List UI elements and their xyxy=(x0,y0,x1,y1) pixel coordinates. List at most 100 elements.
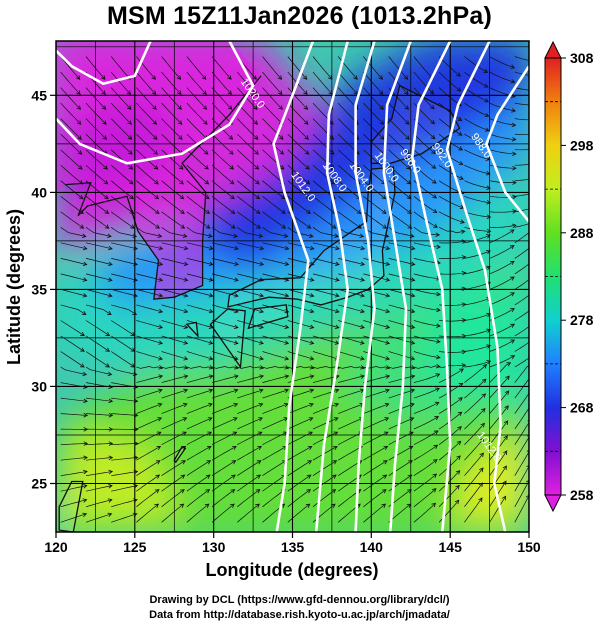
streamline xyxy=(312,320,339,329)
streamline xyxy=(110,133,133,155)
streamline-arrowhead xyxy=(510,276,515,281)
streamline-arrowhead xyxy=(306,209,311,215)
streamline-arrowhead xyxy=(410,261,416,266)
streamline xyxy=(312,403,339,414)
streamline-arrowhead xyxy=(534,241,538,245)
streamline-arrowhead xyxy=(431,164,437,169)
streamline xyxy=(337,180,361,199)
streamline xyxy=(413,402,439,414)
streamline-arrowhead xyxy=(357,224,362,229)
streamline xyxy=(262,289,289,297)
streamline xyxy=(237,133,259,155)
streamline xyxy=(514,326,529,337)
streamline-arrowhead xyxy=(305,165,310,170)
colorbar-tick-label: 288 xyxy=(570,225,594,241)
streamline xyxy=(363,335,390,344)
streamline xyxy=(85,304,112,315)
streamline-arrowhead xyxy=(76,105,82,110)
streamline-arrowhead xyxy=(359,233,365,238)
streamline-arrowhead xyxy=(83,441,89,446)
streamline xyxy=(237,227,263,237)
streamline xyxy=(287,403,314,414)
streamline-arrowhead xyxy=(154,489,160,494)
x-axis-ticks: 120 125 130 135 140 145 150 xyxy=(44,532,541,555)
streamline xyxy=(489,450,508,476)
streamline-arrowhead xyxy=(130,331,136,337)
streamline xyxy=(110,227,137,237)
streamline-arrowhead xyxy=(255,489,261,494)
streamline-arrowhead xyxy=(407,474,413,479)
streamline-arrowhead xyxy=(305,194,311,200)
streamline xyxy=(60,320,85,336)
streamline xyxy=(161,258,188,265)
streamline-arrowhead xyxy=(537,161,541,165)
streamline-arrowhead xyxy=(227,90,232,95)
streamline-arrowhead xyxy=(381,209,387,215)
streamline xyxy=(464,297,491,306)
streamline xyxy=(237,489,261,508)
streamline xyxy=(111,366,137,375)
streamline-arrowhead xyxy=(233,388,239,393)
streamline xyxy=(287,242,314,250)
streamline-arrowhead xyxy=(105,347,110,352)
streamline xyxy=(363,273,390,281)
streamline-arrowhead xyxy=(179,503,185,508)
y-tick-label: 45 xyxy=(31,87,47,103)
streamline-arrowhead xyxy=(384,417,390,422)
streamline xyxy=(388,102,410,125)
streamline-arrowhead xyxy=(431,488,437,493)
streamline-arrowhead xyxy=(204,194,210,200)
streamline-arrowhead xyxy=(233,233,239,238)
streamline xyxy=(161,474,185,492)
streamline xyxy=(287,56,307,80)
streamline-arrowhead xyxy=(256,474,261,479)
streamline xyxy=(161,180,184,199)
streamline xyxy=(136,320,163,329)
streamline xyxy=(186,403,213,414)
streamline-arrowhead xyxy=(511,136,517,142)
streamline xyxy=(211,149,234,170)
streamline xyxy=(287,180,311,199)
streamline-arrowhead xyxy=(308,431,313,436)
streamline-arrowhead xyxy=(82,498,88,503)
streamline xyxy=(85,133,108,155)
x-axis-label: Longitude (degrees) xyxy=(205,560,378,580)
streamline-arrowhead xyxy=(534,227,538,231)
streamline xyxy=(363,503,386,523)
streamline xyxy=(161,431,187,446)
isobar xyxy=(314,41,349,532)
streamline-arrowhead xyxy=(335,245,340,251)
streamline-arrowhead xyxy=(207,417,213,422)
streamline-arrowhead xyxy=(80,331,85,337)
streamline-arrowhead xyxy=(205,209,211,215)
streamline-arrowhead xyxy=(526,464,529,468)
streamline-arrowhead xyxy=(258,233,264,238)
streamline-arrowhead xyxy=(309,388,315,393)
streamline xyxy=(363,133,385,155)
streamline-arrowhead xyxy=(461,270,467,276)
streamline xyxy=(186,56,207,80)
streamline-arrowhead xyxy=(512,209,517,214)
streamline xyxy=(60,227,86,237)
y-axis-ticks: 25 30 35 40 45 xyxy=(31,87,56,492)
streamline xyxy=(85,471,113,477)
streamline xyxy=(212,273,239,281)
streamline xyxy=(85,382,113,388)
streamline xyxy=(514,247,529,259)
streamline xyxy=(237,71,257,95)
streamline xyxy=(388,431,414,446)
streamline-arrowhead xyxy=(534,336,538,340)
streamline xyxy=(312,164,335,185)
streamline xyxy=(514,178,529,182)
streamline-arrowhead xyxy=(233,356,239,361)
streamline xyxy=(363,375,390,383)
streamline-arrowhead xyxy=(108,469,114,475)
streamline-arrowhead xyxy=(434,416,440,421)
streamline xyxy=(363,320,390,329)
streamline-arrowhead xyxy=(152,105,157,110)
streamline-arrowhead xyxy=(130,224,135,229)
streamline-arrowhead xyxy=(503,420,509,425)
streamline xyxy=(186,320,213,329)
streamline-arrowhead xyxy=(82,484,88,489)
